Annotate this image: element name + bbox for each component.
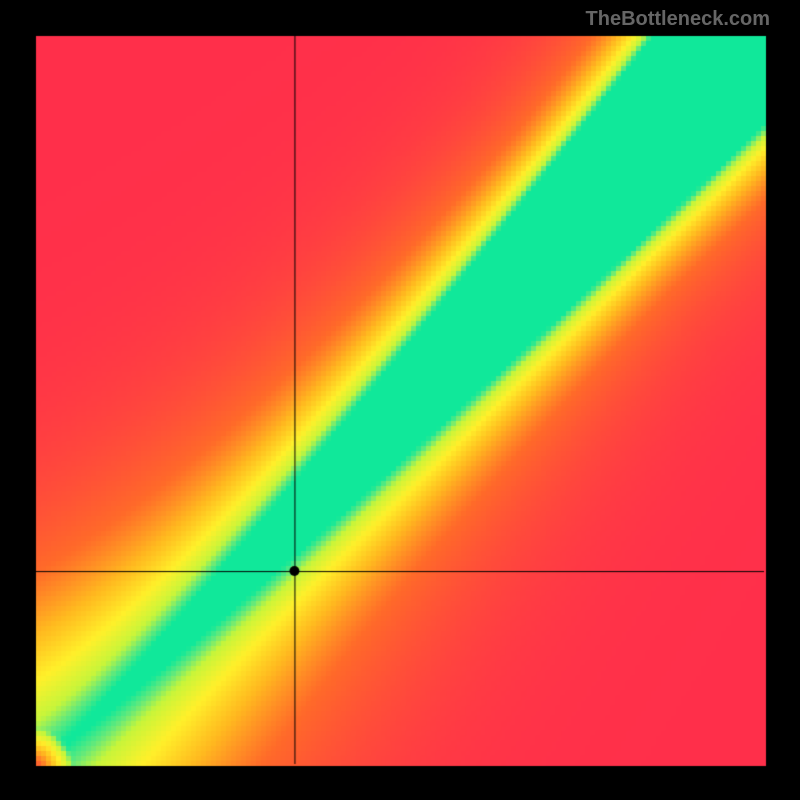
watermark-text: TheBottleneck.com	[586, 8, 770, 31]
heatmap-canvas	[0, 0, 800, 800]
chart-container: TheBottleneck.com	[0, 0, 800, 800]
